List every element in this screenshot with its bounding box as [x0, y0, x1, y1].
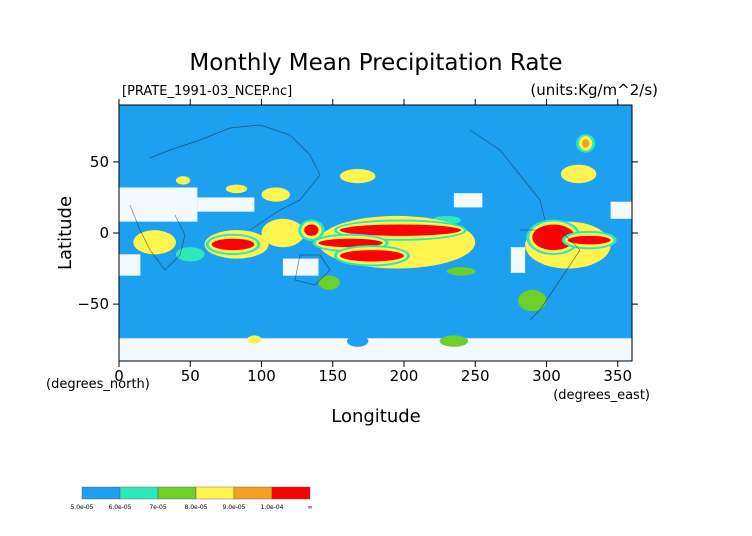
precip-region-level-5 [567, 235, 611, 245]
precip-region-level-3 [261, 218, 305, 248]
missing-data-cell [282, 258, 319, 276]
axes: 0 50 100 150 200 250 300 350 50 0 −50 [77, 99, 638, 385]
precip-region-level-3 [560, 164, 597, 184]
precip-region-level-5 [339, 250, 404, 262]
plot-area [119, 105, 632, 361]
colorbar-label: 1.0e-04 [260, 504, 283, 511]
x-tick-label: 50 [181, 367, 200, 385]
colorbar-swatch [81, 486, 121, 500]
y-axis-label: Latitude [55, 196, 76, 270]
y-axis-units: (degrees_north) [46, 377, 150, 392]
precip-region-level-3 [247, 335, 262, 344]
precip-region-level-5 [211, 238, 255, 251]
colorbar-swatch [195, 486, 235, 500]
missing-data-cell [510, 247, 526, 273]
colorbar-label: 8.0e-05 [184, 504, 207, 511]
precip-region-level-5 [318, 238, 383, 248]
x-tick-label: 350 [603, 367, 632, 385]
precip-region-level-3 [225, 184, 248, 194]
precip-region-level-3 [261, 187, 290, 202]
missing-data-cell [610, 201, 632, 219]
precip-region-level-2 [318, 275, 340, 290]
colorbar-label: 7e-05 [149, 504, 166, 511]
colorbar-label: ∞ [308, 504, 313, 511]
precip-region-level-3 [339, 169, 376, 184]
y-tick-label: 50 [90, 153, 109, 171]
file-label: [PRATE_1991-03_NCEP.nc] [122, 84, 292, 99]
missing-data-cell [119, 254, 141, 276]
missing-data-cell [197, 197, 255, 212]
x-tick-label: 100 [247, 367, 276, 385]
precip-region-level-5 [304, 224, 319, 236]
colorbar-label: 6.0e-05 [108, 504, 131, 511]
colorbar: 5.0e-05 6.0e-05 7e-05 8.0e-05 9.0e-05 1.0e-04… [70, 486, 313, 511]
precip-region-level-0 [347, 335, 369, 347]
y-tick-label: −50 [77, 295, 109, 313]
x-tick-label: 200 [390, 367, 419, 385]
x-tick-label: 250 [461, 367, 490, 385]
coastline [129, 124, 581, 321]
missing-data-cell [119, 338, 632, 361]
x-tick-label: 150 [318, 367, 347, 385]
colorbar-label: 5.0e-05 [70, 504, 93, 511]
x-tick-label: 0 [114, 367, 124, 385]
y-tick-label: 0 [99, 224, 109, 242]
missing-data-cell [119, 187, 198, 222]
precip-region-level-2 [446, 267, 476, 276]
chart-title: Monthly Mean Precipitation Rate [189, 50, 562, 76]
precip-region-level-4 [582, 139, 590, 148]
units-label: (units:Kg/m^2/s) [530, 81, 658, 99]
colorbar-label: 9.0e-05 [222, 504, 245, 511]
colorbar-swatch [233, 486, 273, 500]
colorbar-swatch [271, 486, 311, 500]
colorbar-swatch [157, 486, 197, 500]
x-axis-label: Longitude [331, 406, 421, 427]
precip-region-level-3 [176, 176, 191, 185]
x-axis-units: (degrees_east) [553, 388, 650, 403]
precip-region-level-2 [518, 289, 547, 312]
precip-region-level-1 [176, 247, 205, 262]
precip-region-level-2 [439, 335, 469, 347]
colorbar-swatch [119, 486, 159, 500]
precip-region-level-3 [133, 230, 176, 255]
missing-data-cell [453, 193, 483, 208]
precip-region-level-5 [339, 224, 461, 236]
x-tick-label: 300 [532, 367, 561, 385]
